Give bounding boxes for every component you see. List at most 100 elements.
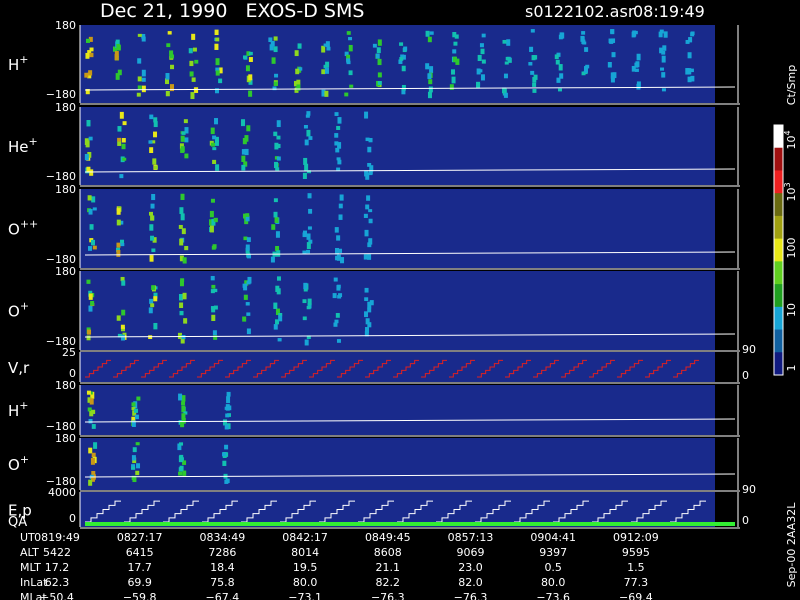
spectrogram-pixel — [636, 53, 641, 61]
spectrogram-pixel — [246, 237, 251, 242]
spectrogram-pixel — [662, 45, 667, 51]
spectrogram-pixel — [214, 118, 219, 125]
table-cell: 0842:17 — [282, 531, 328, 544]
panel-label-text: O — [8, 303, 20, 321]
panel-label-text: V,r — [8, 359, 30, 377]
spectrogram-pixel — [449, 84, 454, 90]
spectrogram-pixel — [452, 49, 457, 54]
spectrogram-pixel — [306, 249, 311, 254]
spectrogram-pixel — [610, 72, 615, 79]
left-tick-label: −180 — [46, 475, 76, 488]
spectrogram-pixel — [211, 314, 216, 322]
spectrogram-pixel — [136, 463, 141, 469]
spectrogram-pixel — [181, 417, 186, 424]
spectrogram-pixel — [364, 297, 369, 302]
spectrogram-pixel — [182, 470, 187, 476]
spectrogram-pixel — [183, 119, 188, 124]
spectrogram-pixel — [87, 397, 92, 403]
quality-bar — [85, 522, 735, 526]
spectrogram-pixel — [89, 52, 94, 58]
spectrogram-pixel — [403, 46, 408, 51]
spectrogram-pixel — [559, 73, 564, 79]
spectrogram-pixel — [528, 62, 533, 66]
spectrogram-pixel — [178, 224, 183, 229]
left-tick-label: 180 — [55, 19, 76, 32]
spectrogram-pixel — [211, 142, 216, 147]
spectrogram-pixel — [223, 419, 228, 426]
spectrogram-pixel — [132, 410, 137, 416]
spectrogram-pixel — [116, 249, 121, 257]
left-tick-label: 0 — [69, 512, 76, 525]
spectrogram-pixel — [307, 303, 312, 309]
spectrogram-pixel — [117, 126, 122, 132]
table-cell: −50.4 — [40, 591, 74, 600]
spectrogram-pixel — [633, 30, 638, 35]
spectrogram-pixel — [306, 242, 311, 250]
spectrogram-pixel — [339, 194, 344, 201]
spectrogram-pixel — [363, 254, 368, 260]
table-cell: 77.3 — [624, 576, 649, 589]
spectrogram-pixel — [85, 52, 90, 59]
table-cell: 0904:41 — [530, 531, 576, 544]
left-tick-label: 180 — [55, 183, 76, 196]
spectrogram-pixel — [246, 281, 251, 285]
spectrogram-pixel — [248, 74, 253, 81]
spectrogram-pixel — [183, 318, 188, 324]
table-cell: 21.1 — [376, 561, 401, 574]
footer-code: Sep-00 2AA32L — [785, 502, 798, 588]
spectrogram-pixel — [272, 86, 277, 91]
spectrogram-pixel — [120, 334, 125, 341]
table-cell: 9397 — [539, 546, 567, 559]
right-tick-label: 0 — [742, 514, 749, 527]
file-time: 08:19:49 — [633, 2, 705, 21]
panel-label: E,p — [8, 502, 32, 520]
panel-gap — [715, 438, 738, 490]
spectrogram-pixel — [184, 127, 189, 134]
spectrogram-pixel — [429, 31, 434, 35]
spectrogram-pixel — [503, 73, 508, 79]
spectrogram-pixel — [149, 255, 154, 262]
spectrogram-pixel — [294, 50, 299, 57]
spectrogram-pixel — [151, 140, 156, 144]
spectrogram-pixel — [307, 298, 312, 306]
spectrogram-pixel — [137, 33, 142, 37]
spectrogram-pixel — [335, 147, 340, 153]
spectrogram-pixel — [218, 67, 223, 74]
spectrogram-pixel — [363, 213, 368, 218]
spectrogram-pixel — [149, 298, 154, 304]
spectrogram-pixel — [276, 135, 281, 140]
table-cell: −73.1 — [288, 591, 322, 600]
spectrogram-pixel — [141, 36, 146, 42]
table-cell: 82.2 — [376, 576, 401, 589]
spectrogram-pixel — [224, 444, 229, 450]
spectrogram-pixel — [306, 129, 311, 137]
spectrogram-pixel — [210, 198, 215, 203]
spectrogram-pixel — [296, 84, 301, 91]
spectrogram-pixel — [115, 39, 120, 45]
spectrogram-pixel — [273, 131, 278, 137]
spectrogram-pixel — [166, 43, 171, 48]
spectrogram-pixel — [661, 88, 666, 92]
spectrogram-pixel — [276, 250, 281, 257]
spectrogram-pixel — [87, 246, 92, 251]
spectrogram-pixel — [120, 327, 125, 332]
spectrogram-pixel — [399, 56, 404, 61]
spectrogram-pixel — [401, 89, 406, 95]
spectrogram-pixel — [117, 333, 122, 338]
spectrogram-pixel — [453, 41, 458, 46]
spectrogram-pixel — [211, 284, 216, 289]
spectrogram-pixel — [304, 339, 309, 346]
spectrogram-pixel — [85, 140, 90, 148]
spectrogram-pixel — [690, 75, 695, 82]
colorbar-tick-label: 100 — [785, 238, 798, 259]
spectrogram-pixel — [116, 242, 121, 248]
spectrogram-pixel — [88, 293, 93, 300]
spectrogram-pixel — [225, 404, 230, 411]
panel-label-text: O — [8, 221, 20, 239]
spectrogram-pixel — [90, 476, 95, 482]
spectrogram-pixel — [278, 315, 283, 322]
spectrogram-pixel — [191, 77, 196, 82]
spectrogram-pixel — [452, 56, 457, 63]
spectrogram-pixel — [181, 395, 186, 402]
